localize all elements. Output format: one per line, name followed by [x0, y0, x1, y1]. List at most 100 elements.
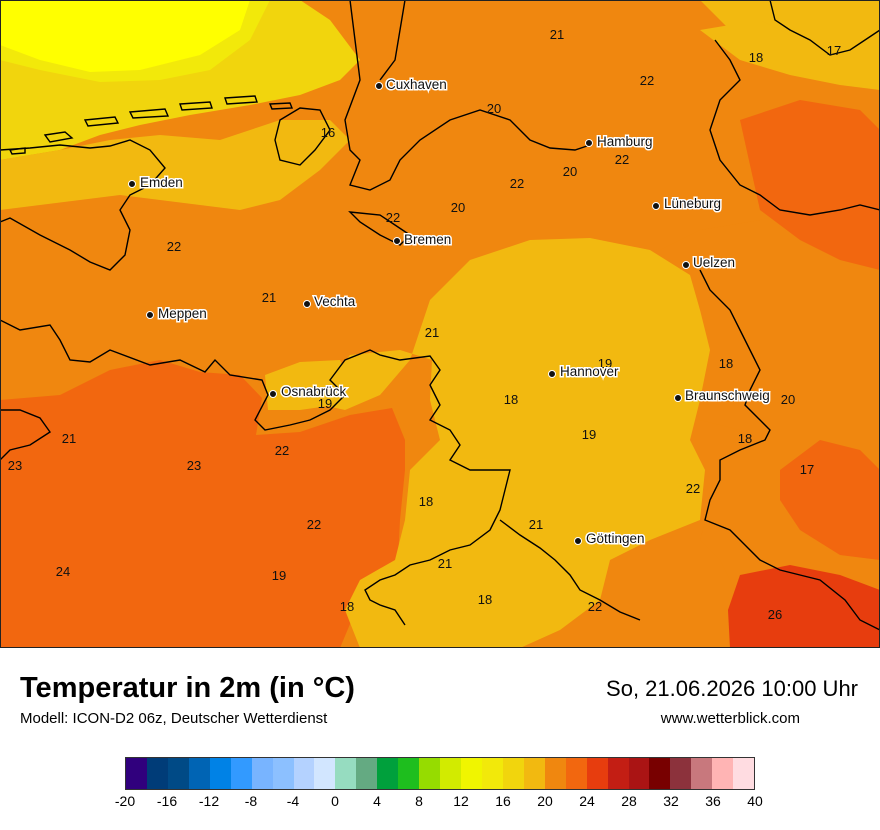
legend-swatch [272, 758, 294, 789]
temp-label: 17 [827, 43, 841, 58]
city-osnabrueck[interactable]: Osnabrück [269, 383, 348, 401]
legend-swatch [481, 758, 503, 789]
warm-region-southwest [0, 360, 405, 648]
city-dot-icon [682, 261, 690, 269]
temp-label: 21 [438, 556, 452, 571]
legend-tick-label: 28 [621, 793, 637, 809]
city-dot-icon [146, 311, 154, 319]
city-name: Hannover [560, 364, 619, 379]
legend-ticks: -20 -16 -12 -8 -4 0 4 8 12 16 20 24 28 32 36 40 [115, 793, 763, 813]
temp-label: 21 [62, 431, 76, 446]
legend-swatch [628, 758, 650, 789]
legend-swatch [314, 758, 336, 789]
city-hamburg[interactable]: Hamburg [585, 133, 654, 151]
east-frisian-islands [8, 95, 294, 155]
city-dot-icon [674, 394, 682, 402]
island-borkum [43, 131, 74, 143]
legend-swatch [712, 758, 734, 789]
city-name: Uelzen [693, 255, 735, 270]
city-name: Göttingen [586, 531, 645, 546]
temp-label: 19 [318, 396, 332, 411]
temp-label: 20 [563, 164, 577, 179]
legend-swatch [586, 758, 608, 789]
coastline-ems [0, 139, 166, 271]
legend-swatch [146, 758, 168, 789]
city-name: Vechta [314, 294, 356, 309]
temp-label: 20 [487, 101, 501, 116]
river-elbe [344, 0, 591, 191]
city-name: Bremen [404, 232, 451, 247]
island-baltrum [179, 101, 213, 111]
legend-swatch [461, 758, 482, 789]
legend-tick-label: -12 [198, 793, 220, 809]
temp-label: 18 [504, 392, 518, 407]
temp-label: 22 [167, 239, 181, 254]
city-cuxhaven[interactable]: Cuxhaven [375, 76, 448, 94]
temp-label: 22 [615, 152, 629, 167]
weser-bremen [348, 211, 412, 246]
legend-tick-label: 0 [331, 793, 339, 809]
hot-region-southeast [728, 565, 880, 648]
city-name: Braunschweig [685, 388, 770, 403]
legend-swatch [188, 758, 210, 789]
city-emden[interactable]: Emden [128, 174, 184, 192]
legend-tick-label: 24 [579, 793, 595, 809]
city-uelzen[interactable]: Uelzen [682, 254, 737, 272]
legend-tick-label: -16 [156, 793, 178, 809]
temp-label: 18 [719, 356, 733, 371]
temp-label: 22 [588, 599, 602, 614]
temp-label: 20 [781, 392, 795, 407]
cool-band-elbe [700, 20, 880, 90]
temp-label: 23 [187, 458, 201, 473]
temp-label: 22 [640, 73, 654, 88]
city-bremen[interactable]: Bremen [393, 231, 453, 249]
island-spiekeroog [268, 102, 294, 110]
city-goettingen[interactable]: Göttingen [574, 530, 646, 548]
city-dot-icon [393, 237, 401, 245]
legend-tick-label: -4 [286, 793, 300, 809]
forecast-datetime: So, 21.06.2026 10:00 Uhr [606, 676, 858, 701]
city-dot-icon [652, 202, 660, 210]
city-dot-icon [375, 82, 383, 90]
temp-label: 18 [478, 592, 492, 607]
city-braunschweig[interactable]: Braunschweig [674, 387, 771, 405]
city-meppen[interactable]: Meppen [146, 305, 208, 323]
legend-tick-label: 20 [537, 793, 553, 809]
temp-label: 23 [8, 458, 22, 473]
city-markers: Cuxhaven Hamburg Emden Bremen Lüneburg U… [128, 76, 771, 548]
coast-band-13 [0, 0, 250, 72]
map-title: Temperatur in 2m (in °C) [20, 672, 355, 704]
warm-region-harz-east [780, 440, 880, 560]
legend-swatch [230, 758, 252, 789]
city-dot-icon [128, 180, 136, 188]
legend-tick-label: 4 [373, 793, 381, 809]
legend-swatch [440, 758, 461, 789]
legend-swatch [523, 758, 545, 789]
city-dot-icon [303, 300, 311, 308]
city-lueneburg[interactable]: Lüneburg [652, 195, 723, 213]
city-name: Lüneburg [664, 196, 721, 211]
border-east-north [709, 39, 880, 216]
legend-swatch [565, 758, 587, 789]
cool-region-osnabrueck [265, 360, 352, 410]
city-dot-icon [574, 537, 582, 545]
legend-tick-label: 40 [747, 793, 763, 809]
cool-region-central [300, 238, 710, 648]
city-vechta[interactable]: Vechta [303, 293, 357, 311]
temp-label: 22 [510, 176, 524, 191]
temp-label: 24 [56, 564, 70, 579]
city-hannover[interactable]: Hannover [548, 363, 621, 381]
color-legend [125, 757, 755, 790]
temp-label: 18 [749, 50, 763, 65]
island-norderney [128, 108, 170, 119]
border-netherlands [0, 409, 51, 461]
temp-label: 19 [272, 568, 286, 583]
coast-cuxhaven [379, 0, 406, 81]
island-west [8, 147, 26, 155]
city-dot-icon [548, 370, 556, 378]
city-dot-icon [269, 390, 277, 398]
website-link[interactable]: www.wetterblick.com [660, 710, 800, 727]
legend-tick-label: -8 [244, 793, 258, 809]
city-name: Hamburg [597, 134, 653, 149]
legend-swatch [544, 758, 566, 789]
